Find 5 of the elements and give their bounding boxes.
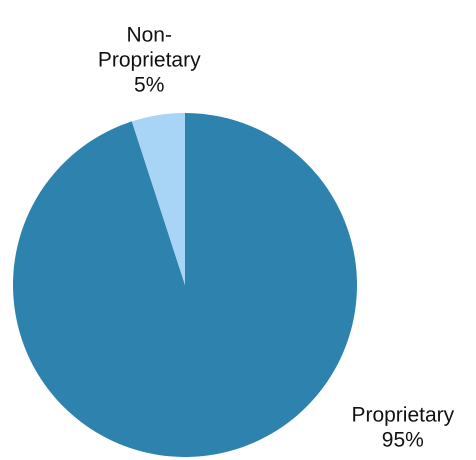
pie-slice: [132, 113, 185, 285]
slice-label: Proprietary: [351, 403, 455, 426]
slice-label: Non-Proprietary: [98, 23, 202, 72]
data-label: 5%: [134, 73, 164, 96]
data-label: 95%: [382, 428, 424, 452]
